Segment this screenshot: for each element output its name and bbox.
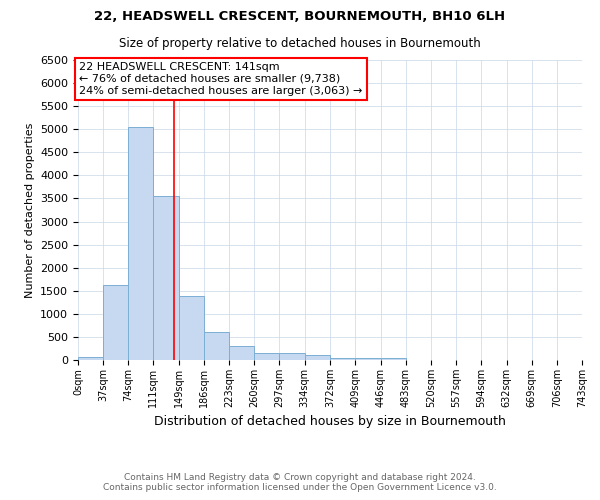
Bar (179, 296, 204, 360)
X-axis label: Distribution of detached houses by size in Bournemouth: Distribution of detached houses by size … (154, 416, 506, 428)
Bar (254, 353, 280, 360)
Bar (204, 332, 229, 360)
Y-axis label: Number of detached properties: Number of detached properties (25, 122, 35, 298)
Bar (103, 285, 128, 360)
Bar (331, 358, 355, 360)
Bar (78, 357, 103, 360)
Bar (153, 196, 179, 360)
Text: 22 HEADSWELL CRESCENT: 141sqm
← 76% of detached houses are smaller (9,738)
24% o: 22 HEADSWELL CRESCENT: 141sqm ← 76% of d… (79, 62, 363, 96)
Bar (280, 354, 305, 360)
Bar (229, 346, 254, 360)
Text: 22, HEADSWELL CRESCENT, BOURNEMOUTH, BH10 6LH: 22, HEADSWELL CRESCENT, BOURNEMOUTH, BH1… (94, 10, 506, 23)
Text: Size of property relative to detached houses in Bournemouth: Size of property relative to detached ho… (119, 38, 481, 51)
Bar (380, 358, 406, 360)
Bar (355, 358, 380, 360)
Bar (305, 356, 331, 360)
Bar (128, 127, 153, 360)
Text: Contains HM Land Registry data © Crown copyright and database right 2024.
Contai: Contains HM Land Registry data © Crown c… (103, 473, 497, 492)
